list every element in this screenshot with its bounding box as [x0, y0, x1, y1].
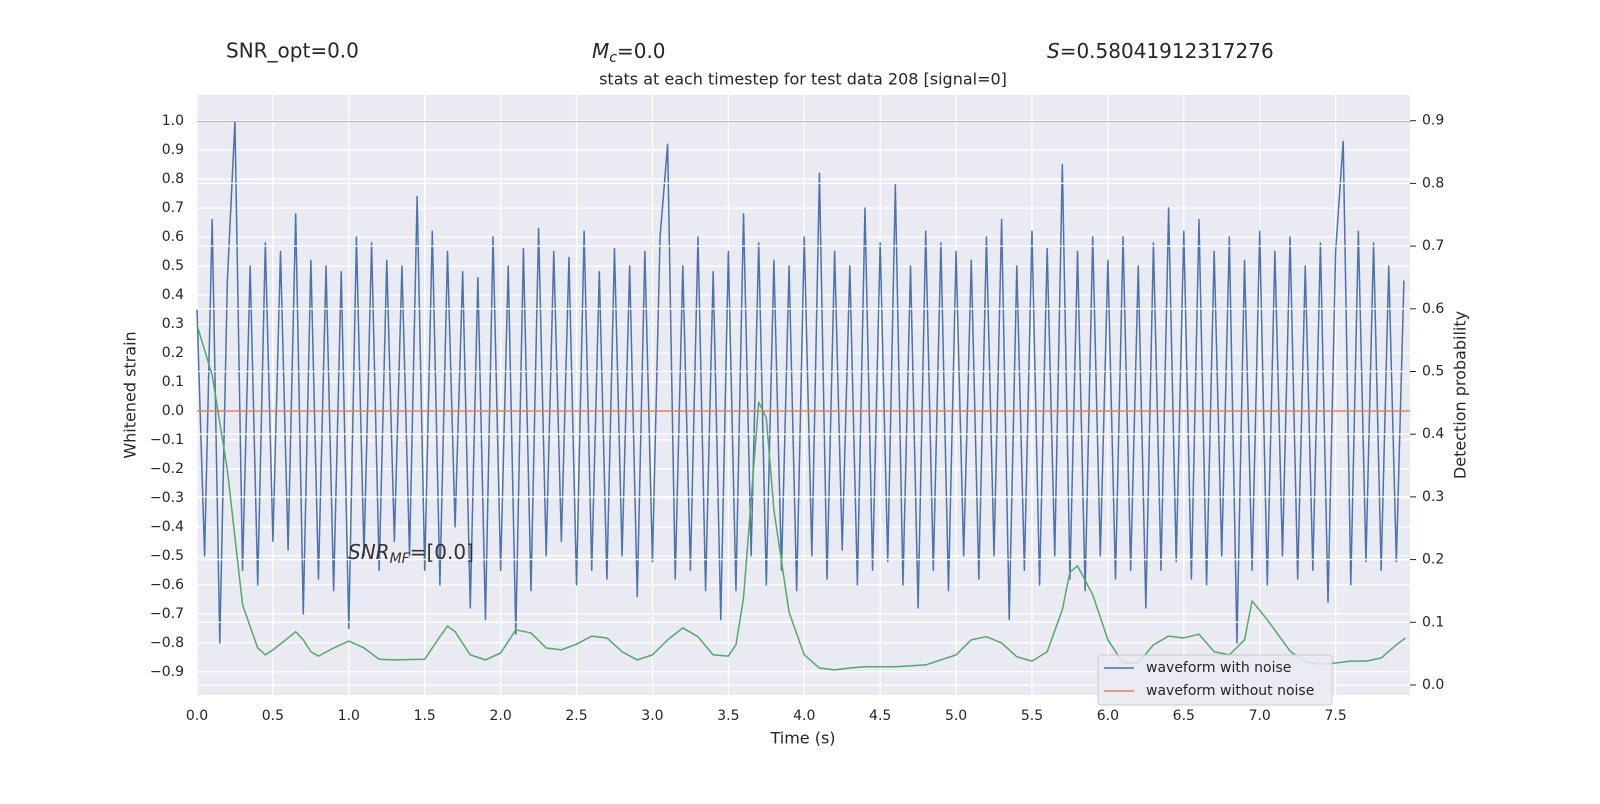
y2-tick-label: 0.3 — [1422, 489, 1444, 505]
y2-axis-label: Detection probability — [1451, 311, 1470, 479]
y-tick-label: −0.5 — [150, 548, 184, 564]
x-tick-label: 6.0 — [1097, 708, 1119, 724]
x-tick-label: 7.0 — [1249, 708, 1271, 724]
y-tick-label: 0.2 — [162, 345, 184, 361]
subscript: MF — [390, 551, 411, 567]
y-tick-label: 0.3 — [162, 316, 184, 332]
x-tick-label: 5.5 — [1021, 708, 1043, 724]
x-tick-label: 1.0 — [338, 708, 360, 724]
y2-tick-label: 0.7 — [1422, 238, 1444, 254]
y-tick-label: 0.1 — [162, 374, 184, 390]
plot-area — [197, 95, 1410, 695]
x-tick-label: 3.0 — [641, 708, 663, 724]
x-tick-label: 3.5 — [717, 708, 739, 724]
symbol: SNR — [348, 540, 390, 564]
annotation-text: =0.58041912317276 — [1060, 39, 1274, 63]
y2-tick-label: 0.0 — [1422, 677, 1444, 693]
y-tick-label: 1.0 — [162, 113, 184, 129]
y2-tick-label: 0.6 — [1422, 301, 1444, 317]
y-tick-label: −0.7 — [150, 606, 184, 622]
y-tick-label: −0.2 — [150, 461, 184, 477]
annotation: SNRMF=[0.0] — [348, 540, 474, 568]
y-tick-label: 0.4 — [162, 287, 184, 303]
y-axis-label: Whitened strain — [121, 331, 140, 458]
annotation: S=0.58041912317276 — [1047, 39, 1274, 63]
x-tick-label: 6.5 — [1173, 708, 1195, 724]
y-tick-label: 0.8 — [162, 171, 184, 187]
subscript: c — [609, 50, 617, 66]
annotation: Mc=0.0 — [592, 39, 666, 67]
y-tick-label: 0.7 — [162, 200, 184, 216]
symbol: S — [1047, 39, 1060, 63]
y2-tick-label: 0.2 — [1422, 552, 1444, 568]
series-line — [196, 120, 1405, 644]
series-line — [196, 324, 1406, 671]
annotation: SNR_opt=0.0 — [226, 39, 359, 63]
y-tick-label: −0.3 — [150, 490, 184, 506]
x-tick-label: 4.5 — [869, 708, 891, 724]
annotation-text: =0.0 — [617, 39, 666, 63]
y2-tick-label: 0.9 — [1422, 113, 1444, 129]
y-tick-label: 0.9 — [162, 142, 184, 158]
chart-title: stats at each timestep for test data 208… — [599, 70, 1007, 89]
y2-tick-label: 0.8 — [1422, 175, 1444, 191]
x-tick-label: 5.0 — [945, 708, 967, 724]
y-tick-label: −0.4 — [150, 519, 184, 535]
y-tick-label: −0.9 — [150, 664, 184, 680]
x-tick-label: 4.0 — [793, 708, 815, 724]
x-tick-label: 1.5 — [414, 708, 436, 724]
x-axis-label: Time (s) — [769, 729, 835, 748]
x-tick-label: 7.5 — [1324, 708, 1346, 724]
x-tick-label: 0.0 — [186, 708, 208, 724]
y-tick-label: 0.6 — [162, 229, 184, 245]
symbol: M — [592, 39, 609, 63]
y2-tick-label: 0.5 — [1422, 363, 1444, 379]
y-tick-label: −0.6 — [150, 577, 184, 593]
y-tick-label: 0.0 — [162, 403, 184, 419]
y-tick-label: 0.5 — [162, 258, 184, 274]
x-tick-label: 0.5 — [262, 708, 284, 724]
y2-tick-label: 0.4 — [1422, 426, 1444, 442]
legend-label: waveform with noise — [1146, 660, 1291, 676]
annotation-text: =[0.0] — [410, 540, 474, 564]
y-tick-label: −0.8 — [150, 635, 184, 651]
legend-label: waveform without noise — [1146, 683, 1314, 699]
legend-box — [1097, 654, 1333, 706]
x-tick-label: 2.5 — [565, 708, 587, 724]
y2-tick-label: 0.1 — [1422, 614, 1444, 630]
x-tick-label: 2.0 — [489, 708, 511, 724]
y-tick-label: −0.1 — [150, 432, 184, 448]
